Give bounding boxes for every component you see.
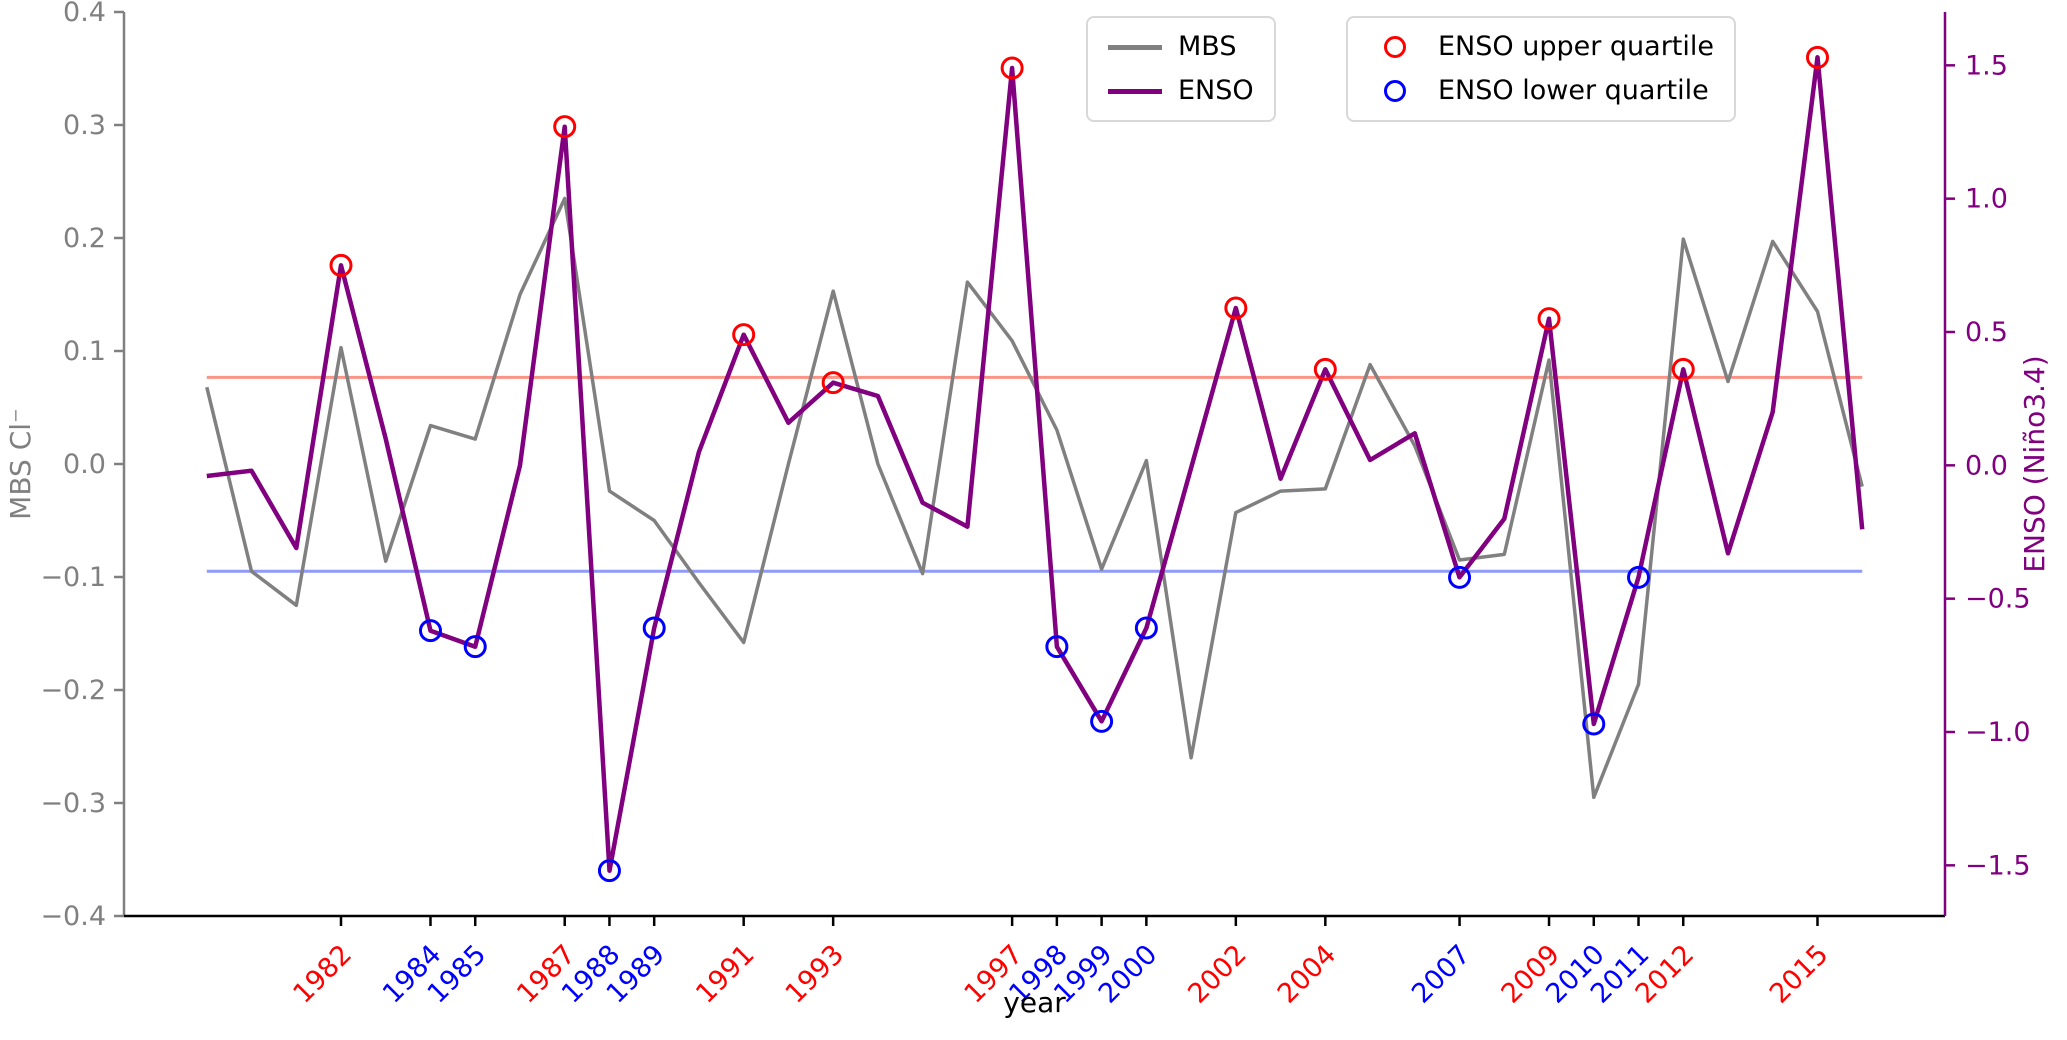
lower-quartile-marker-icon [1384,80,1406,102]
enso-upper-quartile-marker [1000,56,1024,80]
legend-item-mbs: MBS [1108,30,1254,64]
left-axis-tick-label: −0.4 [40,901,106,932]
right-axis-tick-label: 0.0 [1965,450,2008,481]
enso-lower-quartile-marker [1134,616,1158,640]
legend-marker-box: ENSO upper quartile ENSO lower quartile [1346,16,1737,122]
mbs-line-swatch [1108,44,1162,50]
left-axis-tick-label: −0.1 [40,562,106,593]
enso-lower-quartile-marker [1627,565,1651,589]
left-axis-tick-label: 0.3 [63,110,106,141]
left-axis-tick-label: 0.1 [63,336,106,367]
x-axis-tick-label: 2007 [1406,939,1477,1010]
upper-quartile-marker-icon [1384,36,1406,58]
enso-lower-quartile-marker [597,859,621,883]
x-axis-tick-label: 1982 [287,939,358,1010]
enso-upper-quartile-marker [329,253,353,277]
legend-label-upper-quartile: ENSO upper quartile [1438,31,1715,62]
left-axis-title: MBS Cl⁻ [4,408,37,520]
enso-line [206,55,1865,873]
enso-lower-quartile-marker [1090,709,1114,733]
legend-label-lower-quartile: ENSO lower quartile [1438,75,1709,106]
legend-item-upper-quartile: ENSO upper quartile [1368,30,1714,64]
enso-upper-quartile-marker [1805,45,1829,69]
enso-lower-quartile-marker [463,635,487,659]
enso-upper-quartile-marker [1313,357,1337,381]
enso-upper-quartile-marker [732,323,756,347]
enso-lower-quartile-marker [1448,565,1472,589]
enso-upper-quartile-marker [1537,307,1561,331]
legend-series-box: MBS ENSO [1086,16,1276,122]
legend-label-mbs: MBS [1178,31,1237,62]
x-axis-tick-label: 2015 [1764,939,1835,1010]
legend-item-enso: ENSO [1108,74,1254,108]
x-axis-tick-label: 1991 [690,939,761,1010]
mbs-line [205,196,1864,800]
enso-upper-quartile-marker [553,115,577,139]
enso-line-swatch [1108,88,1162,94]
x-axis-tick-label: 2002 [1182,939,1253,1010]
enso-lower-quartile-marker [642,616,666,640]
right-axis-tick-label: 0.5 [1965,317,2008,348]
left-axis-tick-label: −0.2 [40,675,106,706]
enso-upper-quartile-marker [1671,357,1695,381]
left-axis-tick-label: −0.3 [40,788,106,819]
right-axis-tick-label: −0.5 [1965,584,2031,615]
right-axis-tick-label: −1.0 [1965,717,2031,748]
left-axis-tick-label: 0.4 [63,0,106,28]
x-axis-tick-label: 1993 [780,939,851,1010]
enso-lower-quartile-marker [1045,635,1069,659]
left-axis-tick-label: 0.0 [63,449,106,480]
enso-upper-quartile-marker [821,371,845,395]
enso-lower-quartile-marker [1582,712,1606,736]
left-axis-tick-label: 0.2 [63,223,106,254]
right-axis-tick-label: 1.5 [1965,50,2008,81]
enso-lower-quartile-marker [418,619,442,643]
right-axis-tick-label: 1.0 [1965,184,2008,215]
legend-item-lower-quartile: ENSO lower quartile [1368,74,1714,108]
right-axis-tick-label: −1.5 [1965,850,2031,881]
right-axis-title: ENSO (Niño3.4) [2018,355,2051,572]
legend-label-enso: ENSO [1178,75,1254,106]
x-axis-tick-label: 2004 [1272,939,1343,1010]
enso-upper-quartile-marker [1224,296,1248,320]
x-axis-title: year [1003,986,1066,1019]
